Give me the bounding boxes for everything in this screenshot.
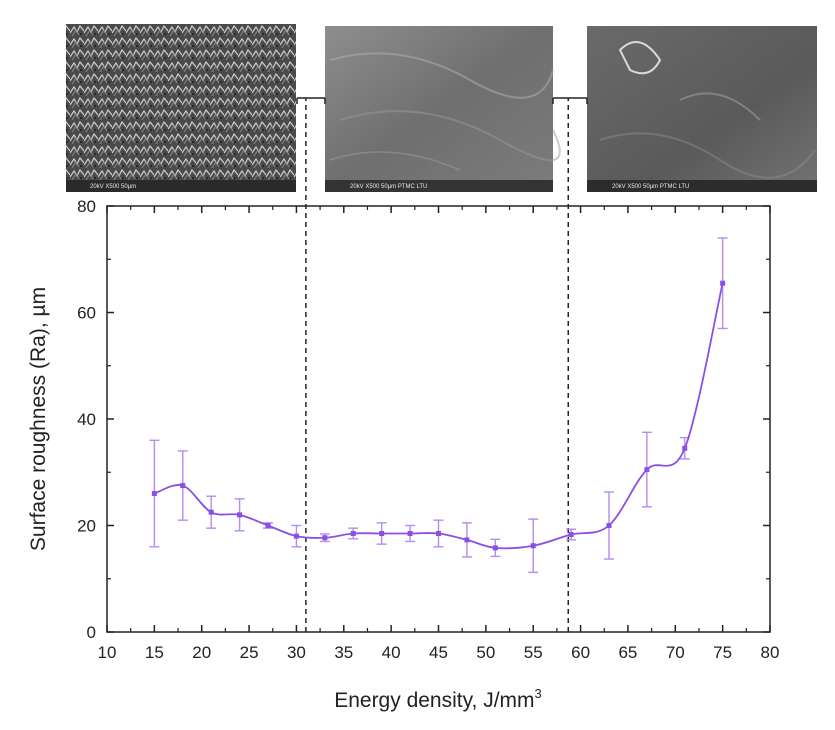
data-points — [151, 280, 726, 551]
data-point — [464, 537, 470, 543]
x-tick-label: 25 — [240, 643, 259, 662]
x-tick-label: 50 — [476, 643, 495, 662]
data-point — [322, 535, 328, 541]
x-axis-title-text: Energy density, J/mm — [334, 689, 534, 712]
data-point — [530, 543, 536, 549]
x-axis: 10 15 20 25 30 35 40 45 50 55 60 65 70 75 80 — [98, 206, 780, 662]
data-point — [682, 445, 688, 451]
x-tick-label: 60 — [571, 643, 590, 662]
x-tick-label: 65 — [618, 643, 637, 662]
divider-lines — [305, 98, 570, 632]
data-point — [379, 530, 385, 536]
x-tick-label: 75 — [713, 643, 732, 662]
inset-scale-text-3: 20kV X500 50µm PTMC LTU — [612, 184, 689, 190]
inset-image-2: 20kV X500 50µm PTMC LTU — [325, 26, 561, 192]
x-tick-label: 30 — [287, 643, 306, 662]
data-point — [720, 280, 726, 286]
y-tick-label: 20 — [77, 517, 96, 536]
data-point — [644, 467, 650, 473]
inset-image-3: 20kV X500 50µm PTMC LTU — [587, 26, 817, 192]
y-tick-label: 0 — [87, 623, 96, 642]
data-point — [568, 532, 574, 538]
x-tick-label: 55 — [524, 643, 543, 662]
x-tick-label: 15 — [145, 643, 164, 662]
x-tick-label: 40 — [382, 643, 401, 662]
data-point — [237, 512, 243, 518]
error-bars — [149, 237, 728, 574]
data-point — [350, 530, 356, 536]
plot-frame — [106, 205, 771, 633]
data-point — [606, 523, 612, 528]
data-point — [492, 545, 498, 551]
x-axis-title-superscript: 3 — [535, 686, 542, 701]
data-point — [208, 509, 214, 515]
y-tick-label: 60 — [77, 304, 96, 323]
x-tick-label: 20 — [192, 643, 211, 662]
data-point — [436, 530, 441, 536]
data-point — [180, 483, 186, 489]
data-point — [293, 533, 299, 539]
x-tick-label: 10 — [98, 643, 117, 662]
x-tick-label: 45 — [429, 643, 448, 662]
y-tick-label: 40 — [77, 410, 96, 429]
x-tick-label: 35 — [334, 643, 353, 662]
inset-image-1: 20kV X500 50µm — [66, 24, 296, 192]
data-point — [151, 491, 157, 497]
x-tick-label: 80 — [761, 643, 780, 662]
data-point — [265, 523, 271, 528]
x-tick-label: 70 — [666, 643, 685, 662]
inset-scale-text-1: 20kV X500 50µm — [90, 184, 136, 190]
x-axis-title: Energy density, J/mm3 — [334, 686, 542, 712]
data-point — [407, 530, 413, 536]
inset-connectors — [296, 97, 588, 104]
inset-scale-text-2: 20kV X500 50µm PTMC LTU — [350, 184, 427, 190]
y-tick-label: 80 — [77, 197, 96, 216]
y-axis-title: Surface roughness (Ra), µm — [27, 287, 50, 551]
y-axis: 0 20 40 60 80 — [77, 197, 770, 642]
